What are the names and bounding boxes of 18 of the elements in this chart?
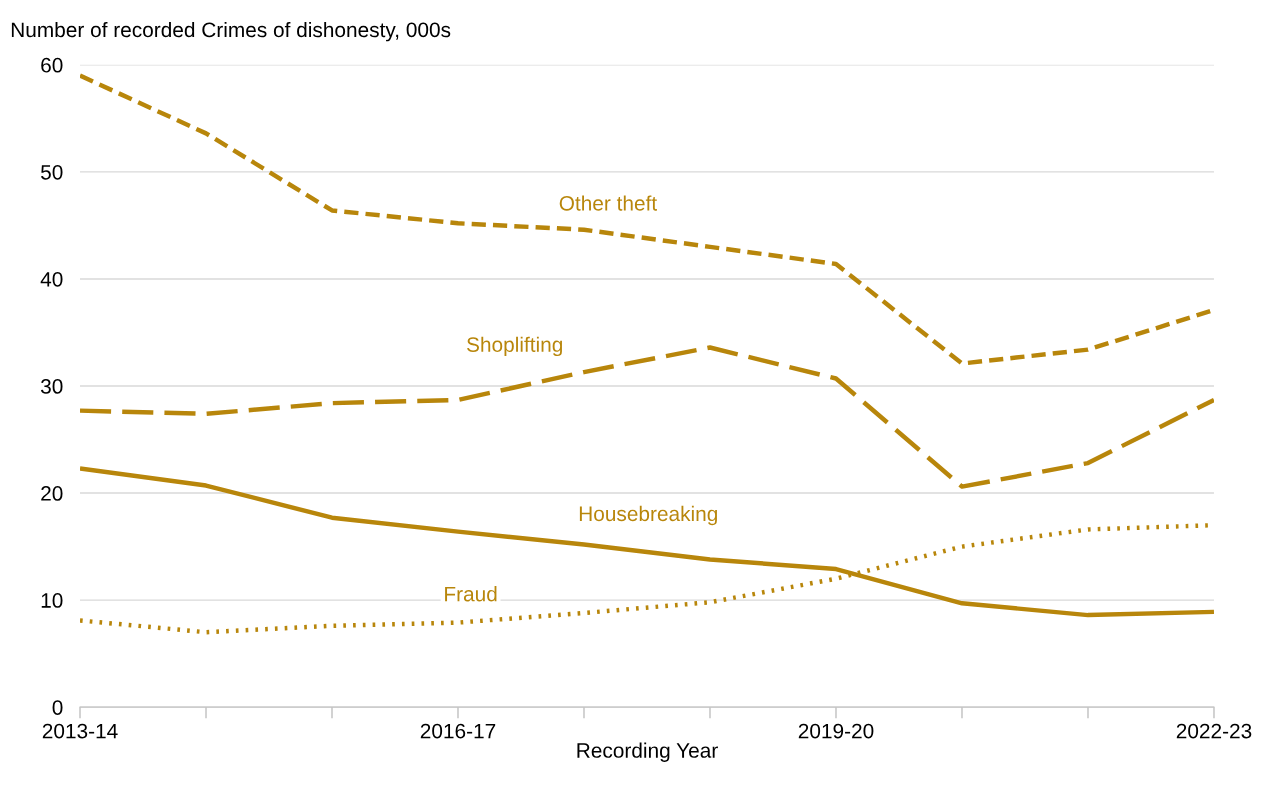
y-tick-label: 50 bbox=[41, 164, 63, 180]
y-tick-label: 0 bbox=[52, 700, 63, 715]
y-tick-label: 30 bbox=[40, 379, 63, 394]
x-tick-label: 2013-14 bbox=[42, 723, 118, 739]
series-label: Housebreaking bbox=[579, 505, 717, 526]
y-tick-label: 40 bbox=[40, 271, 63, 287]
line-series bbox=[80, 73, 1214, 366]
y-tick-label: 20 bbox=[41, 486, 63, 501]
series-label: Other theft bbox=[559, 195, 657, 211]
x-tick-label: 2016-17 bbox=[420, 723, 496, 739]
y-axis-title: Number of recorded Crimes of dishonesty, 000s bbox=[11, 21, 451, 42]
series-label: Fraud bbox=[445, 586, 497, 602]
x-tick-label: 2019-20 bbox=[798, 723, 874, 739]
series-label: Shoplifting bbox=[467, 336, 562, 357]
y-tick-label: 10 bbox=[41, 593, 63, 608]
x-tick-label: 2022-23 bbox=[1176, 723, 1252, 739]
y-tick-label: 60 bbox=[41, 57, 63, 73]
x-axis-title: Recording Year bbox=[577, 742, 718, 762]
